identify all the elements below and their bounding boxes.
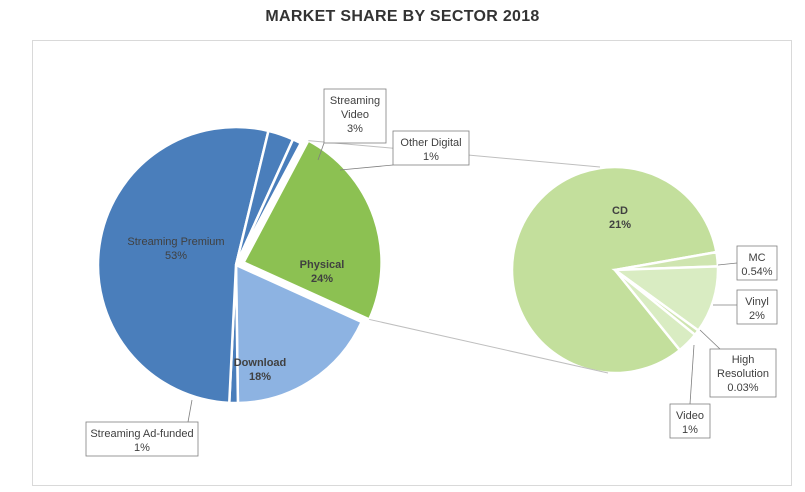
callout-box-vinyl — [736, 289, 778, 325]
callout-labels: Streaming Premium 53% Physical 24% Download 1… — [85, 88, 778, 457]
leader-other-digital — [339, 164, 394, 171]
slice-video — [614, 269, 697, 352]
leader-mc — [717, 262, 738, 266]
slice-streaming-premium — [96, 125, 270, 405]
leader-streaming-video — [317, 142, 325, 161]
callout-box-streaming-video — [323, 88, 387, 144]
breakdown-pie — [510, 165, 720, 375]
label-video: Video 1% — [676, 410, 704, 436]
label-streaming-ad-funded: Streaming Ad-funded 1% — [90, 428, 193, 454]
label-high-resolution: High Resolution 0.03% — [717, 354, 769, 394]
label-physical: Physical 24% — [300, 259, 345, 285]
leader-high-resolution — [699, 329, 721, 350]
chart-title: MARKET SHARE BY SECTOR 2018 — [265, 8, 540, 25]
chart-frame — [32, 40, 792, 486]
callout-box-video — [669, 403, 711, 439]
label-cd: CD 21% — [609, 205, 631, 231]
label-download: Download 18% — [234, 357, 287, 383]
primary-pie — [96, 125, 383, 405]
callout-box-mc — [736, 245, 778, 281]
slice-other-digital — [234, 137, 303, 266]
label-streaming-video: Streaming Video 3% — [330, 95, 380, 135]
label-mc: MC 0.54% — [741, 252, 772, 278]
leader-video — [689, 344, 695, 405]
slice-physical — [241, 138, 383, 322]
callout-box-streaming-ad-funded — [85, 421, 199, 457]
label-other-digital: Other Digital 1% — [400, 137, 461, 163]
slice-download — [234, 263, 364, 405]
label-vinyl: Vinyl 2% — [745, 296, 769, 322]
slice-vinyl — [611, 265, 720, 333]
leader-streaming-ad-funded — [187, 399, 193, 423]
callout-box-high-resolution — [709, 348, 777, 398]
connector-bottom — [369, 318, 609, 374]
label-streaming-premium: Streaming Premium 53% — [127, 236, 224, 262]
callout-box-other-digital — [392, 130, 470, 166]
